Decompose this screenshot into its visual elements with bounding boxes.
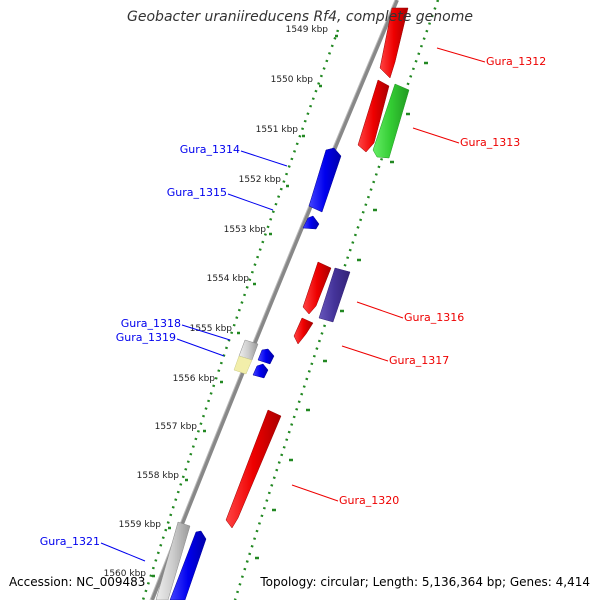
ruler-label-1553: 1553 kbp — [224, 225, 267, 235]
gene-gura-1320-shape[interactable] — [225, 409, 282, 529]
gene-gura-1318-shape[interactable] — [257, 348, 275, 365]
gene-gura-1316-shape[interactable] — [302, 261, 332, 315]
inner-dotted-track — [141, 29, 340, 601]
gene-gura-1317-shape[interactable] — [293, 317, 314, 345]
right-label-leaders — [291, 47, 486, 502]
gene-gura-1321-shape[interactable] — [169, 530, 207, 601]
ruler-label-1552: 1552 kbp — [239, 175, 282, 185]
gene-gura-1315-shape[interactable] — [302, 215, 320, 230]
label-gura-1319[interactable]: Gura_1319 — [116, 331, 176, 344]
gene-gura-1319-misc-shape[interactable] — [233, 355, 253, 375]
label-gura-1314[interactable]: Gura_1314 — [180, 143, 240, 156]
ruler-label-1556: 1556 kbp — [173, 374, 216, 384]
gene-red-1313a-shape[interactable] — [357, 79, 390, 153]
label-gura-1318[interactable]: Gura_1318 — [121, 317, 181, 330]
accession-text: Accession: NC_009483 — [9, 575, 146, 589]
ruler-label-1555: 1555 kbp — [190, 324, 233, 334]
ruler-label-1557: 1557 kbp — [155, 422, 198, 432]
left-label-leaders — [100, 150, 288, 562]
gene-gura-1314-shape[interactable] — [308, 147, 342, 213]
ruler-label-1554: 1554 kbp — [207, 274, 250, 284]
ruler-label-1560: 1560 kbp — [104, 569, 147, 579]
ruler-label-1551: 1551 kbp — [256, 125, 299, 135]
label-gura-1316[interactable]: Gura_1316 — [404, 311, 464, 324]
map-title: Geobacter uraniireducens Rf4, complete g… — [127, 9, 473, 25]
gene-gura-1313-shape[interactable] — [372, 83, 410, 159]
genome-summary-text: Topology: circular; Length: 5,136,364 bp… — [260, 575, 590, 589]
label-gura-1320[interactable]: Gura_1320 — [339, 494, 399, 507]
ruler-tick-marks — [152, 34, 338, 578]
label-gura-1313[interactable]: Gura_1313 — [460, 136, 520, 149]
outer-tick-marks — [255, 61, 428, 560]
genome-backbone-highlight — [149, 0, 396, 601]
gene-gura-1316-purple-shape[interactable] — [318, 267, 351, 323]
label-gura-1312[interactable]: Gura_1312 — [486, 55, 546, 68]
ruler-label-1549: 1549 kbp — [286, 25, 329, 35]
genome-backbone — [150, 0, 399, 601]
ruler-label-1550: 1550 kbp — [271, 75, 314, 85]
gene-gura-1319-shape[interactable] — [252, 363, 269, 379]
outer-dotted-track — [233, 0, 440, 601]
ruler-label-1559: 1559 kbp — [119, 520, 162, 530]
left-gene-labels: Gura_1314 Gura_1315 Gura_1318 Gura_1319 … — [40, 143, 240, 548]
gene-gura-1312-shape[interactable] — [379, 7, 409, 79]
label-gura-1321[interactable]: Gura_1321 — [40, 535, 100, 548]
ruler-label-1558: 1558 kbp — [137, 471, 180, 481]
right-gene-labels: Gura_1312 Gura_1313 Gura_1316 Gura_1317 … — [339, 55, 546, 507]
label-gura-1317[interactable]: Gura_1317 — [389, 354, 449, 367]
ruler-labels: 1549 kbp 1550 kbp 1551 kbp 1552 kbp 1553… — [104, 25, 329, 579]
label-gura-1315[interactable]: Gura_1315 — [167, 186, 227, 199]
